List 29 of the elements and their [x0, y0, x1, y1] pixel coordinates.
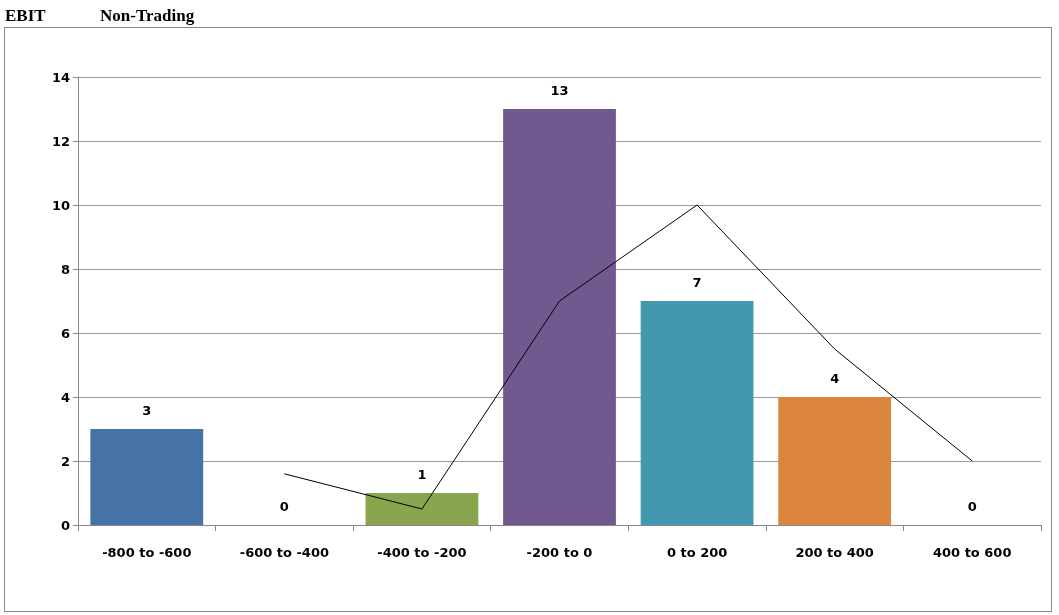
- x-tick-label: -400 to -200: [377, 544, 467, 560]
- y-tick-label: 12: [51, 133, 70, 149]
- x-tick-label: 400 to 600: [932, 544, 1012, 560]
- x-tick-label: -200 to 0: [526, 544, 593, 560]
- bar: [640, 301, 754, 525]
- data-label: 3: [142, 403, 152, 418]
- chart-subtitle: Non-Trading: [100, 6, 195, 25]
- data-label: 0: [279, 499, 289, 514]
- bar: [503, 109, 616, 525]
- bar: [90, 429, 204, 525]
- chart-title: EBIT: [5, 6, 47, 25]
- x-tick-label: 0 to 200: [666, 544, 728, 560]
- x-tick-label: -600 to -400: [239, 544, 329, 560]
- bar: [778, 397, 892, 525]
- y-tick-label: 4: [60, 389, 70, 405]
- y-tick-label: 8: [60, 261, 70, 277]
- data-label: 13: [550, 83, 569, 98]
- y-tick-label: 2: [60, 453, 70, 469]
- data-label: 1: [417, 467, 427, 482]
- bar: [365, 493, 479, 525]
- x-tick-label: -800 to -600: [102, 544, 192, 560]
- data-label: 4: [830, 371, 840, 386]
- data-label: 0: [967, 499, 977, 514]
- y-tick-label: 10: [51, 197, 70, 213]
- y-tick-label: 6: [60, 325, 70, 341]
- x-tick-label: 200 to 400: [795, 544, 874, 560]
- y-tick-label: 0: [60, 517, 70, 533]
- y-tick-label: 14: [51, 69, 70, 85]
- data-label: 7: [692, 275, 702, 290]
